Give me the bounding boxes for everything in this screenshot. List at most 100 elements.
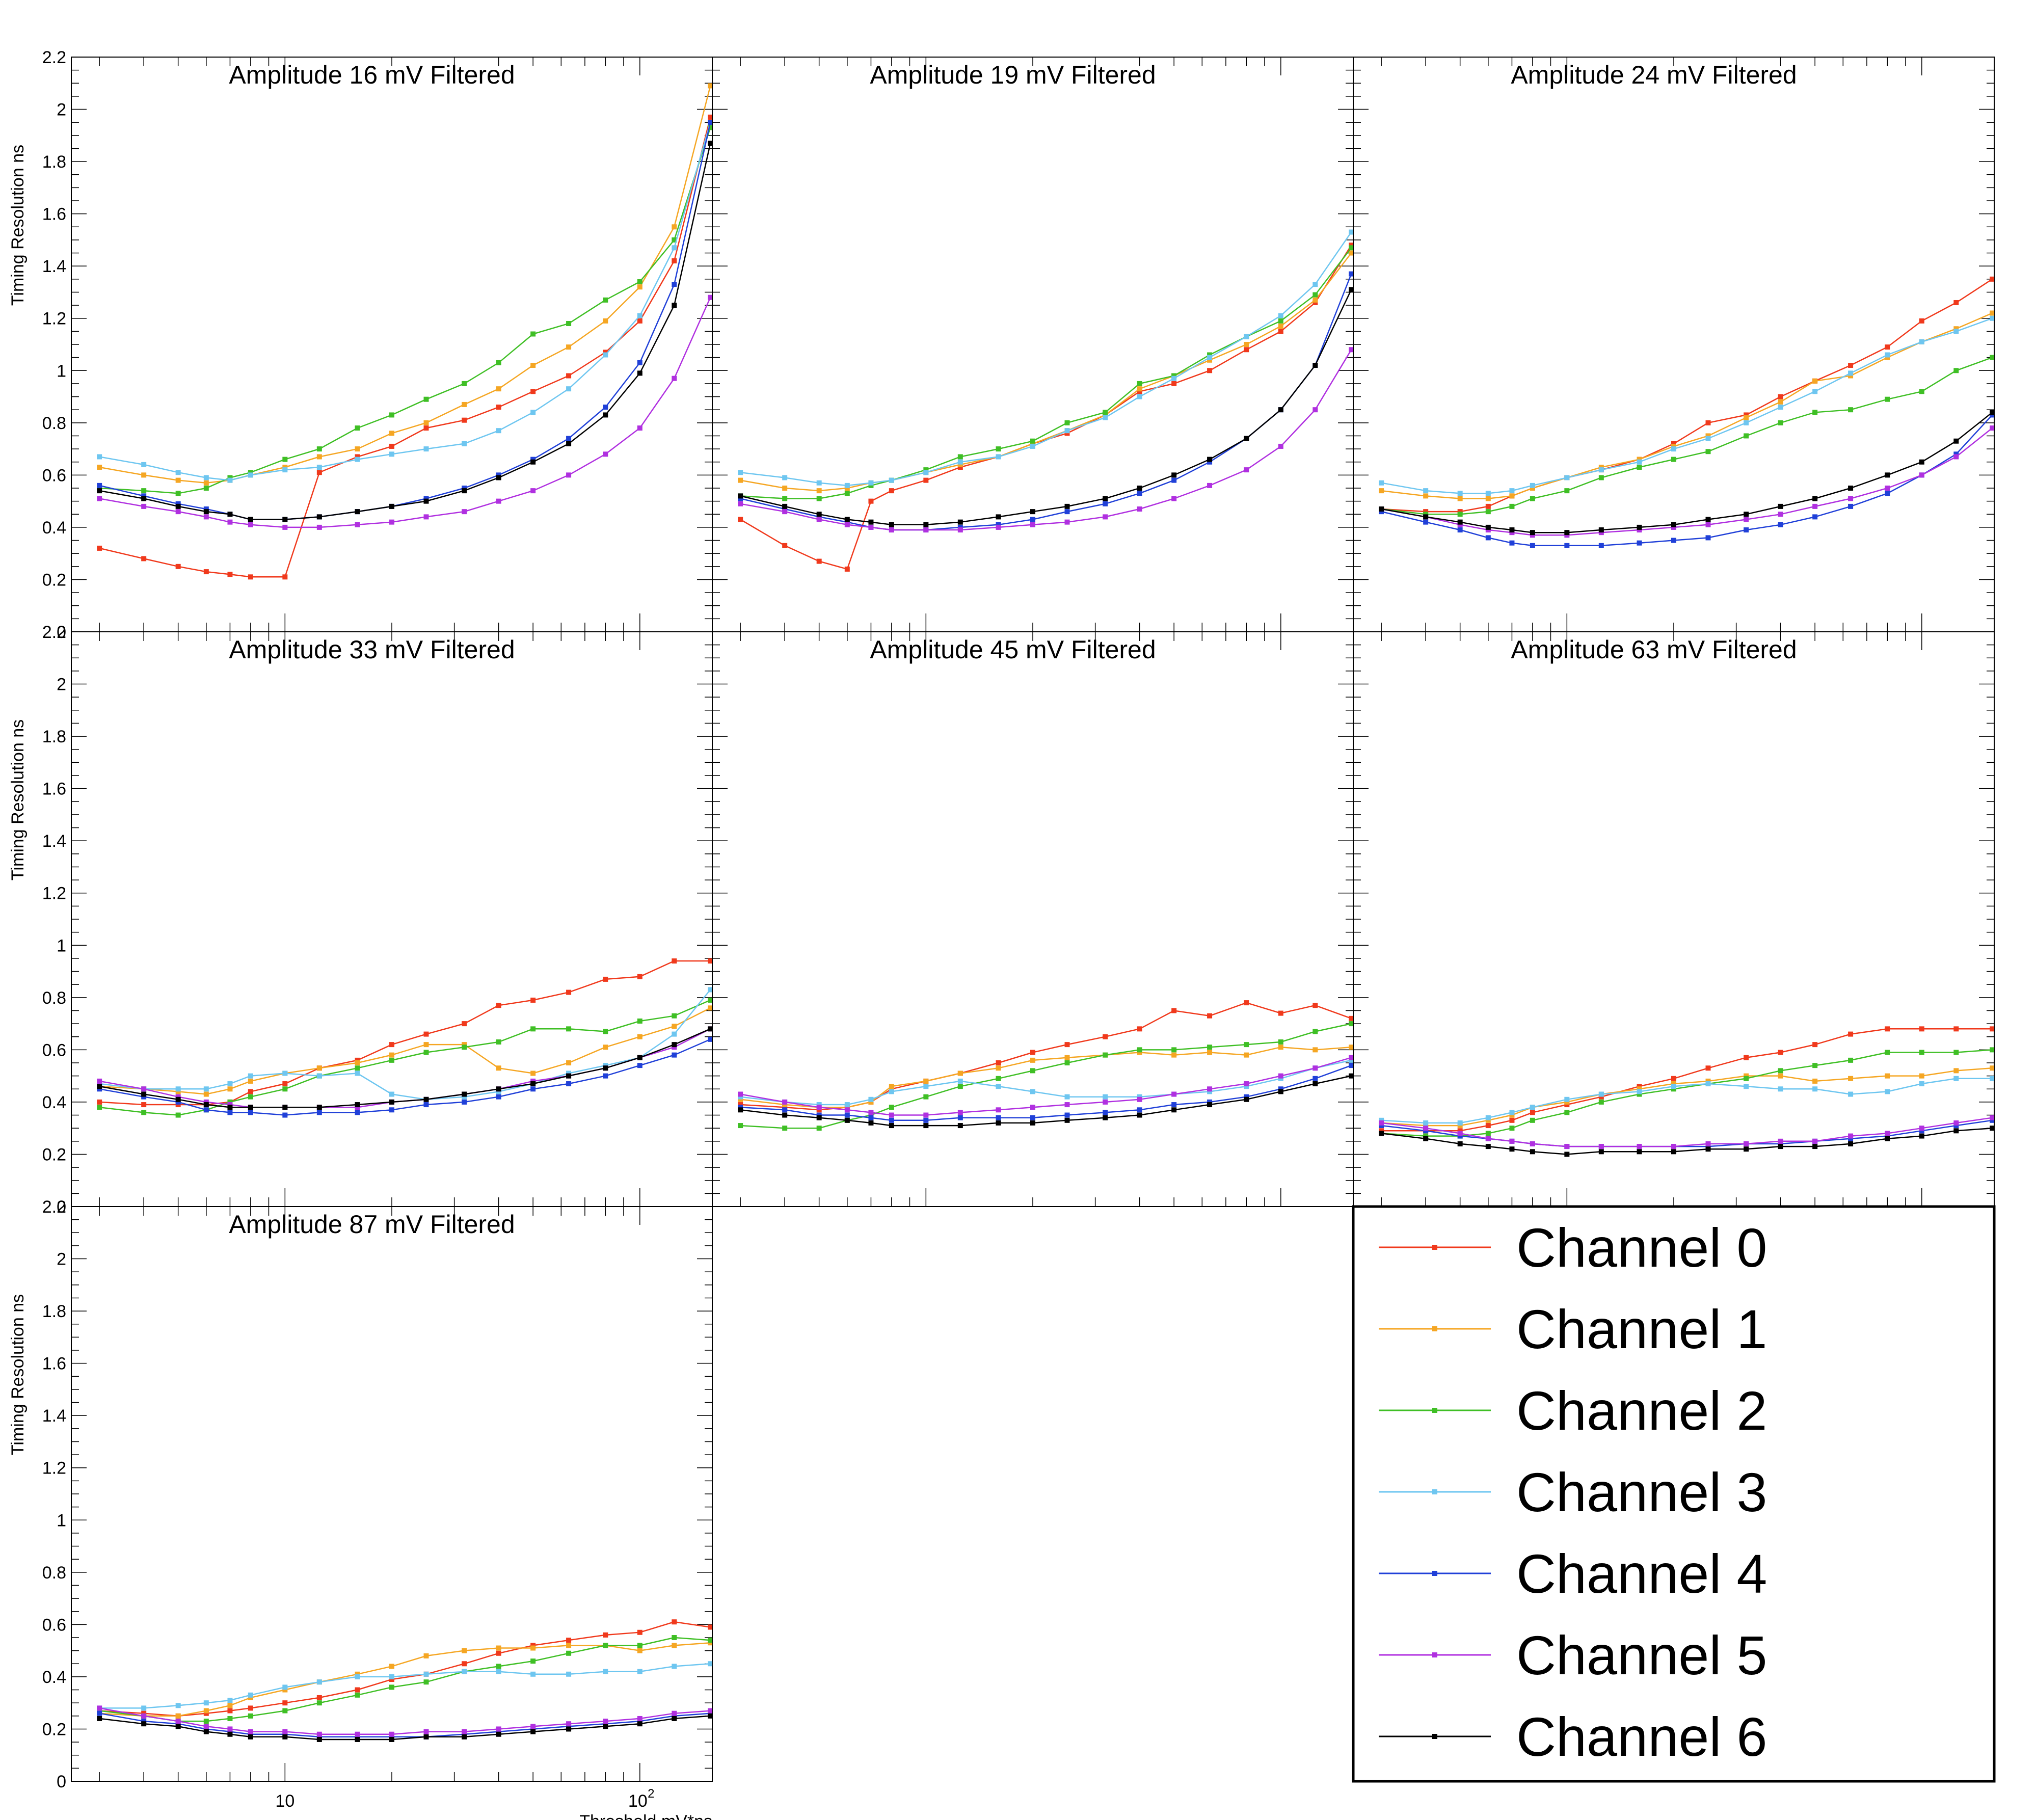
data-point <box>708 1036 712 1042</box>
data-point <box>496 475 501 480</box>
data-point <box>423 1042 429 1048</box>
data-point <box>227 1081 233 1087</box>
data-point <box>816 1126 822 1131</box>
data-point <box>141 1091 147 1097</box>
data-point <box>1598 1099 1604 1105</box>
data-point <box>1137 389 1142 394</box>
data-point <box>355 509 360 515</box>
data-point <box>844 1117 850 1123</box>
data-point <box>1671 538 1676 543</box>
data-point <box>637 284 642 290</box>
data-point <box>1207 483 1213 488</box>
data-point <box>1953 1068 1959 1074</box>
data-point <box>603 318 608 324</box>
data-point <box>1848 407 1854 413</box>
data-point <box>355 1057 360 1063</box>
data-point <box>1919 1133 1924 1139</box>
series-line-channel-3 <box>99 1663 711 1709</box>
series-line-channel-4 <box>740 1064 1352 1121</box>
data-point <box>248 1089 253 1094</box>
data-point <box>1953 454 1959 460</box>
data-point <box>889 1123 894 1129</box>
data-point <box>868 1099 874 1105</box>
data-point <box>708 1624 712 1630</box>
data-point <box>97 1705 102 1711</box>
data-point <box>1171 381 1177 386</box>
data-point <box>389 1664 394 1669</box>
data-point <box>355 1070 360 1076</box>
data-point <box>1379 1131 1384 1136</box>
data-point <box>227 572 233 577</box>
data-point <box>530 363 536 368</box>
data-point <box>923 470 929 475</box>
legend-box <box>1352 1205 1996 1783</box>
y-tick-label: 0 <box>57 623 66 642</box>
data-point <box>1637 524 1642 530</box>
data-point <box>1705 433 1711 439</box>
data-point <box>1744 1141 1749 1146</box>
data-point <box>1171 1008 1177 1013</box>
data-point <box>566 1026 572 1032</box>
data-point <box>530 1724 536 1729</box>
data-point <box>423 1653 429 1658</box>
data-point <box>1207 1050 1213 1055</box>
data-point <box>1990 276 1994 282</box>
data-point <box>1485 503 1491 509</box>
data-point <box>496 360 501 365</box>
data-point <box>227 1708 233 1714</box>
y-tick-label: 0 <box>57 1197 66 1217</box>
data-point <box>1379 506 1384 512</box>
panel-title: Amplitude 63 mV Filtered <box>1511 635 1797 664</box>
data-point <box>868 524 874 530</box>
data-point <box>868 1120 874 1126</box>
data-point <box>996 1065 1001 1071</box>
data-point <box>1812 503 1818 509</box>
data-point <box>1919 339 1924 344</box>
data-point <box>316 1734 322 1739</box>
data-point <box>1953 329 1959 334</box>
data-point <box>1030 517 1035 522</box>
data-point <box>530 457 536 462</box>
data-point <box>530 1081 536 1087</box>
data-point <box>203 506 209 512</box>
data-point <box>868 1096 874 1102</box>
data-point <box>1598 1094 1604 1100</box>
data-point <box>637 1018 642 1024</box>
data-point <box>1885 355 1890 360</box>
data-point <box>282 1700 288 1706</box>
data-point <box>1103 496 1108 501</box>
data-point <box>496 1664 501 1669</box>
data-point <box>1509 488 1515 494</box>
data-point <box>782 475 788 480</box>
data-point <box>1485 524 1491 530</box>
data-point <box>708 1005 712 1011</box>
data-point <box>1030 1089 1035 1094</box>
data-point <box>1530 1117 1535 1123</box>
data-point <box>708 1710 712 1716</box>
data-point <box>1137 1107 1142 1113</box>
data-point <box>1778 1141 1783 1146</box>
y-tick-label: 0.6 <box>42 1615 66 1635</box>
data-point <box>530 488 536 494</box>
data-point <box>462 1094 467 1100</box>
data-point <box>97 488 102 494</box>
panel-title: Amplitude 19 mV Filtered <box>870 61 1156 89</box>
data-point <box>316 1736 322 1742</box>
data-point <box>227 1716 233 1721</box>
data-point <box>282 457 288 462</box>
data-point <box>1598 543 1604 548</box>
data-point <box>1812 1078 1818 1084</box>
data-point <box>1137 491 1142 496</box>
data-point <box>282 1687 288 1693</box>
y-tick-label: 1.8 <box>42 1302 66 1321</box>
data-point <box>530 1726 536 1732</box>
data-point <box>496 498 501 504</box>
data-point <box>566 1638 572 1643</box>
data-point <box>566 1650 572 1656</box>
data-point <box>1953 438 1959 444</box>
panel-5: Amplitude 63 mV Filtered <box>1353 631 1995 1207</box>
data-point <box>1137 386 1142 392</box>
data-point <box>603 352 608 358</box>
data-point <box>637 279 642 284</box>
data-point <box>1207 1089 1213 1094</box>
